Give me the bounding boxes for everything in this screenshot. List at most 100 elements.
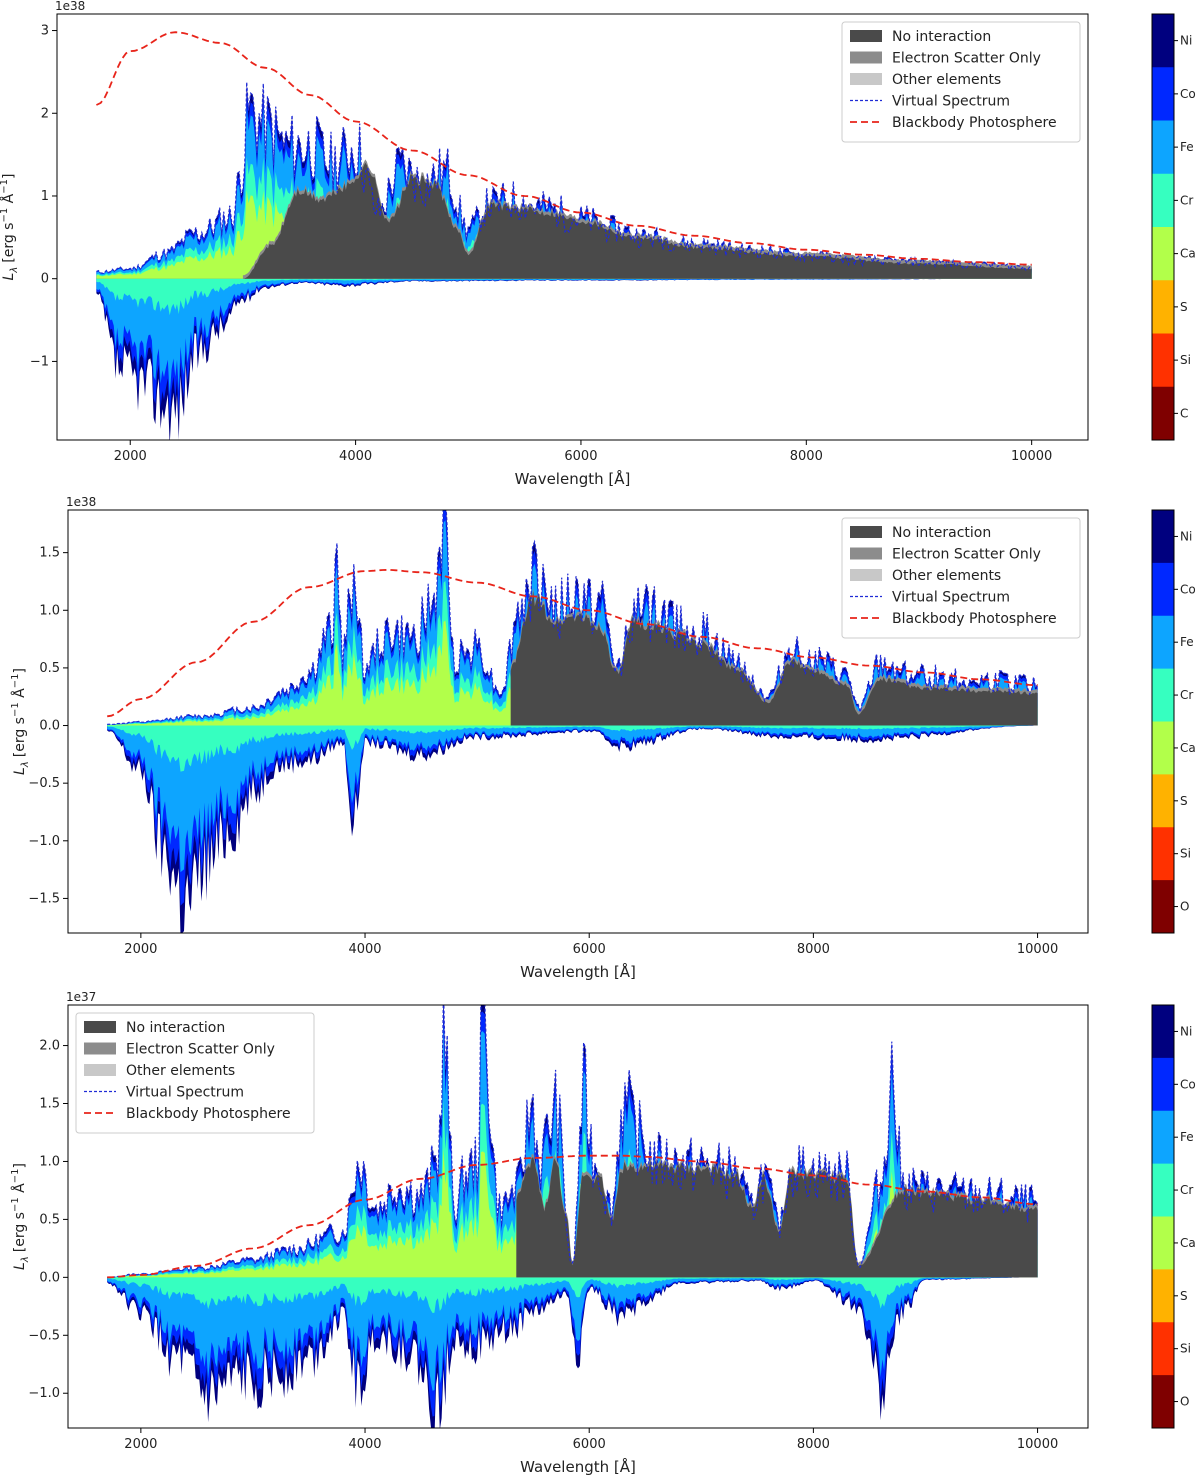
colorbar: Ni Co Fe Cr Ca S Si O [1151,509,1196,934]
colorbar-frame [1151,13,1175,441]
colorbar-label: Ca [1180,247,1196,261]
legend-label: Other elements [892,568,1001,584]
legend-label: No interaction [892,29,991,45]
x-tick-label: 4000 [348,1437,381,1452]
negative-ni-area [107,1277,1038,1428]
colorbar-segment-si [1152,1322,1174,1376]
x-tick-label: 4000 [348,942,381,957]
y-tick-label: 0.0 [39,1270,60,1285]
legend-swatch-electron-scatter [84,1042,116,1055]
legend-label: Other elements [892,72,1001,88]
y-tick-label: 0.5 [39,1212,60,1227]
colorbar-label: Fe [1180,140,1194,154]
legend-swatch-no-interaction [850,526,882,538]
colorbar-segment-ca [1152,227,1174,281]
virtual-spectrum-line [107,1005,1039,1278]
colorbar-segment-c [1152,386,1174,441]
x-axis-label: Wavelength [Å] [520,962,636,981]
colorbar-segment-ca [1152,1216,1174,1270]
negative-co-area [107,1277,1038,1417]
axes-frame [67,509,1089,934]
blackbody-line [107,568,1038,718]
colorbar-label: S [1180,300,1188,314]
colorbar-segment-o [1152,880,1174,934]
colorbar-segment-ca [1152,721,1174,775]
x-tick-label: 6000 [564,449,597,464]
y-axis-label-exp2: −1 [0,179,10,194]
plot-area [107,1005,1039,1428]
colorbar-label: Cr [1180,193,1193,207]
colorbar-label: C [1180,406,1188,420]
y-axis-label-end: ] [12,668,28,673]
x-tick-label: 10000 [1011,449,1052,464]
colorbar-label: Co [1180,582,1196,596]
colorbar-label: S [1180,1289,1188,1303]
axes-frame [67,1004,1089,1429]
y-tick-label: −0.5 [28,1328,60,1343]
y-axis-label-exp1: −1 [0,208,10,223]
x-tick-label: 6000 [573,942,606,957]
y-axis-label-exp2: −1 [10,1168,21,1183]
legend-swatch-electron-scatter [850,547,882,560]
legend-swatch-no-interaction [850,30,882,42]
colorbar-segment-fe [1152,1110,1174,1165]
no-interaction-area [516,1157,1038,1278]
y-axis-label-main: L [12,1262,28,1270]
positive-ca-area [107,620,1038,726]
colorbar-label: Ca [1180,741,1196,755]
legend-swatch-electron-scatter [850,51,882,64]
colorbar-segment-co [1152,562,1174,617]
y-tick-label: 0.0 [39,719,60,734]
colorbar-segment-si [1152,827,1174,881]
negative-fe-area [107,1277,1038,1391]
y-tick-label: −1.5 [28,891,60,906]
legend-swatch-no-interaction [84,1021,116,1033]
y-axis-label-end: ] [12,1163,28,1168]
y-tick-label: 2 [41,106,49,121]
y-axis-label-exp1: −1 [10,1197,21,1212]
y-axis-label-main: L [12,767,28,775]
y-axis-label-sub: λ [20,1256,31,1263]
offset-text: 1e38 [66,495,96,509]
colorbar-frame [1151,509,1175,934]
chart-panel-bottom: 2000 4000 6000 8000 10000 −1.0 −0.5 0.0 0.5 1.0 1.… [10,990,1196,1476]
offset-text: 1e38 [55,0,85,13]
x-tick-label: 10000 [1017,1437,1058,1452]
legend: No interaction Electron Scatter Only Other… [841,21,1081,143]
y-axis-label-units: [erg s [12,717,28,757]
colorbar-label: O [1180,1395,1189,1409]
legend: No interaction Electron Scatter Only Other… [841,517,1081,639]
colorbar-segment-s [1152,280,1174,334]
x-tick-label: 8000 [790,449,823,464]
legend-box [75,1012,315,1134]
colorbar-label: Ni [1180,34,1192,48]
y-tick-label: 1.0 [39,1154,60,1169]
y-axis-label-units: [erg s [1,223,17,263]
legend-label: Other elements [126,1063,235,1079]
colorbar-label: Ni [1180,529,1192,543]
y-axis-label-main: L [1,273,17,281]
plot-area [107,510,1039,933]
negative-ni-area [96,278,1032,440]
colorbar-frame [1151,1004,1175,1429]
colorbar: Ni Co Fe Cr Ca S Si O [1151,1004,1196,1429]
colorbar-label: Ca [1180,1236,1196,1250]
colorbar-label: Co [1180,87,1196,101]
colorbar-label: Si [1180,1342,1191,1356]
y-tick-label: 3 [41,24,49,39]
y-tick-label: −1 [30,354,49,369]
blackbody-line [96,31,1032,266]
chart-panel-top: 2000 4000 6000 8000 10000 −1 0 1 2 3 1e38 Wavelengt… [0,0,1196,488]
x-tick-label: 10000 [1017,942,1058,957]
x-tick-label: 4000 [339,449,372,464]
x-axis-label: Wavelength [Å] [515,469,631,488]
offset-text: 1e37 [66,990,96,1004]
colorbar-label: Fe [1180,1130,1194,1144]
y-axis-label-sub: λ [9,267,20,274]
x-tick-label: 2000 [124,1437,157,1452]
colorbar-segment-si [1152,333,1174,388]
x-axis-label: Wavelength [Å] [520,1457,636,1476]
y-axis-label: Lλ[erg s−1 Å−1] [0,174,20,281]
y-axis-label-units: [erg s [12,1212,28,1252]
